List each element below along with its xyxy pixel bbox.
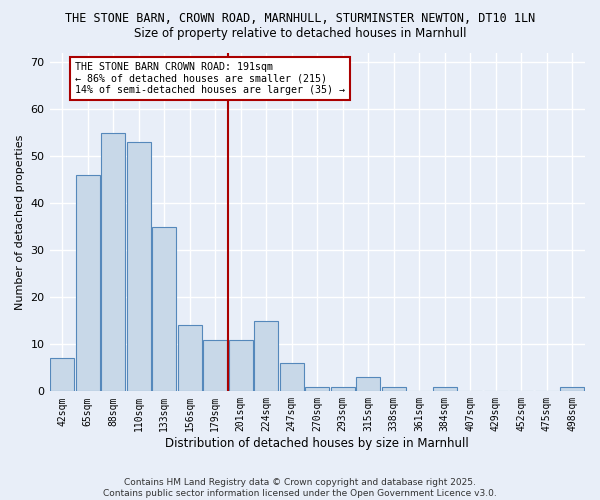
- Bar: [76, 175, 100, 392]
- Bar: [203, 340, 227, 392]
- Bar: [178, 326, 202, 392]
- Bar: [152, 226, 176, 392]
- Bar: [254, 320, 278, 392]
- Bar: [50, 358, 74, 392]
- Text: Contains HM Land Registry data © Crown copyright and database right 2025.
Contai: Contains HM Land Registry data © Crown c…: [103, 478, 497, 498]
- Bar: [382, 386, 406, 392]
- Bar: [229, 340, 253, 392]
- Bar: [101, 132, 125, 392]
- X-axis label: Distribution of detached houses by size in Marnhull: Distribution of detached houses by size …: [166, 437, 469, 450]
- Text: Size of property relative to detached houses in Marnhull: Size of property relative to detached ho…: [134, 28, 466, 40]
- Bar: [331, 386, 355, 392]
- Bar: [305, 386, 329, 392]
- Bar: [356, 377, 380, 392]
- Bar: [560, 386, 584, 392]
- Bar: [127, 142, 151, 392]
- Text: THE STONE BARN CROWN ROAD: 191sqm
← 86% of detached houses are smaller (215)
14%: THE STONE BARN CROWN ROAD: 191sqm ← 86% …: [75, 62, 345, 95]
- Y-axis label: Number of detached properties: Number of detached properties: [15, 134, 25, 310]
- Bar: [280, 363, 304, 392]
- Bar: [433, 386, 457, 392]
- Text: THE STONE BARN, CROWN ROAD, MARNHULL, STURMINSTER NEWTON, DT10 1LN: THE STONE BARN, CROWN ROAD, MARNHULL, ST…: [65, 12, 535, 26]
